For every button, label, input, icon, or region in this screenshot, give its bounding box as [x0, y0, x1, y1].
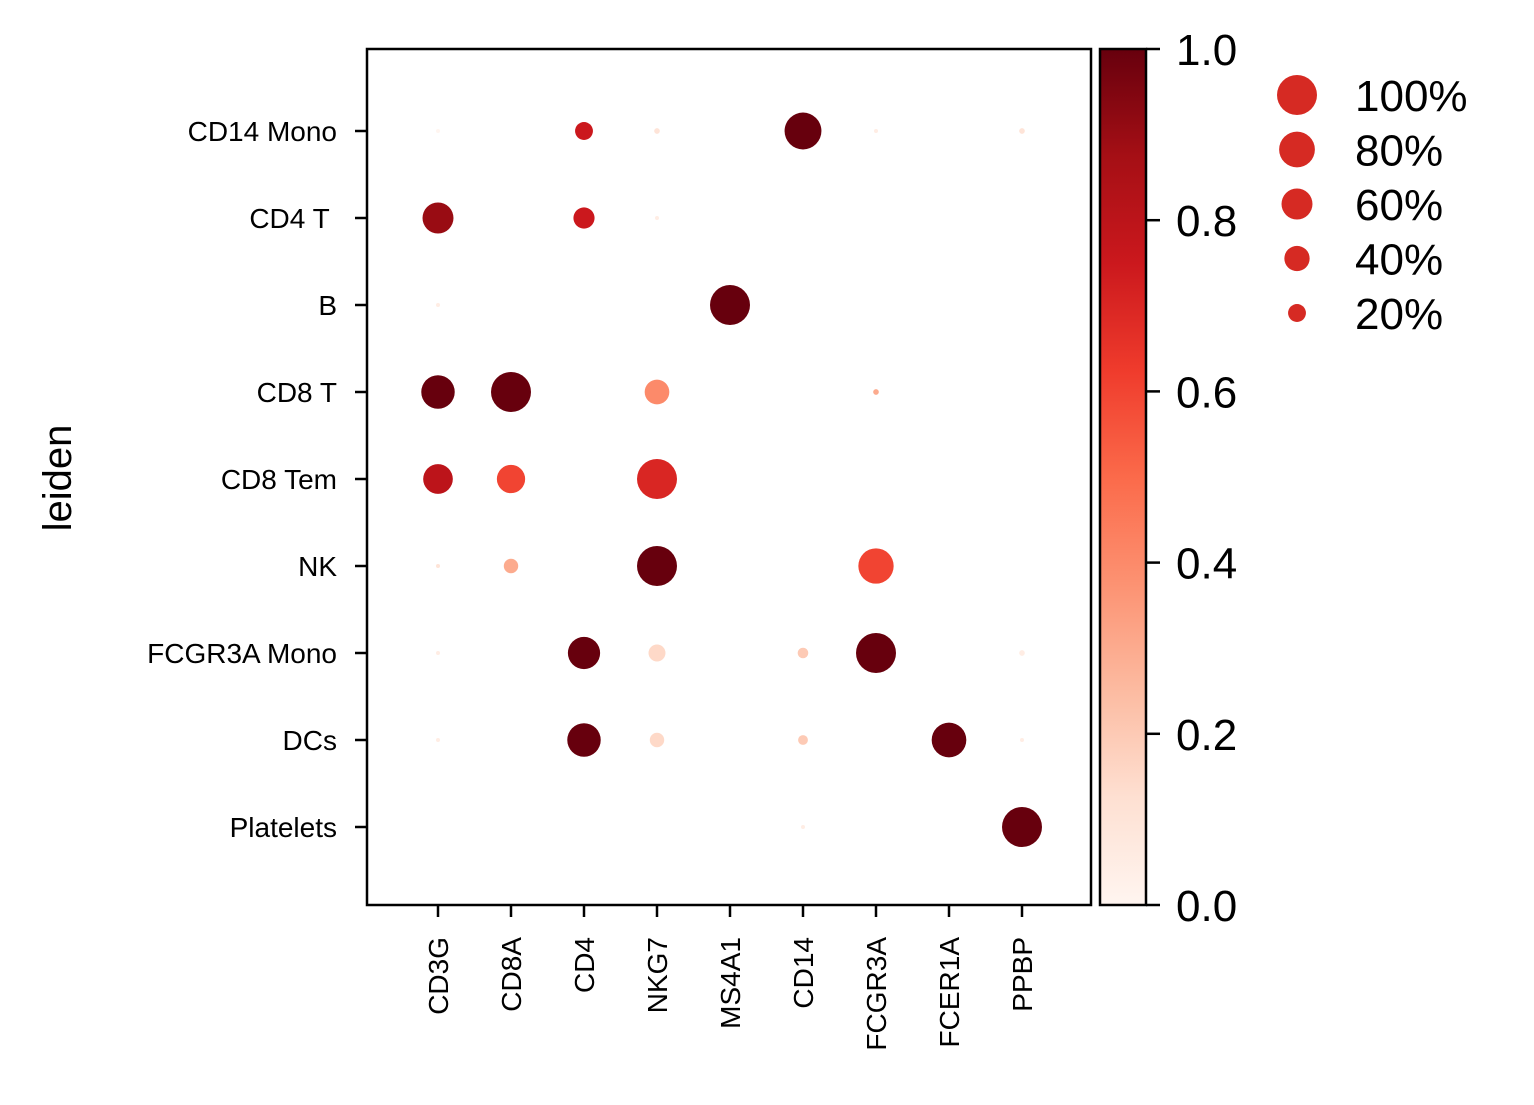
size-legend-label: 80% [1355, 127, 1443, 176]
dot-nkg7-cd8-tem [637, 459, 677, 499]
plot-frame [365, 47, 1093, 907]
dot-nkg7-cd4-t [655, 216, 659, 220]
plot-area [365, 47, 1093, 907]
size-legend-label: 20% [1355, 290, 1443, 339]
dot-cd3g-b [436, 303, 440, 307]
dot-cd14-fcgr3a-mono [797, 647, 809, 659]
colorbar-tick-label: 0.6 [1176, 368, 1237, 417]
dot-nkg7-fcgr3a-mono [648, 644, 666, 662]
dot-cd3g-fcgr3a-mono [436, 651, 440, 655]
x-tick-label: PPBP [1007, 937, 1038, 1012]
dot-nkg7-nk [637, 546, 677, 586]
y-tick-label: CD4 T [249, 203, 337, 234]
dot-cd14-platelets [801, 825, 805, 829]
dot-cd14-dcs [798, 735, 808, 745]
size-legend: 100% 80% 60% 40% 20% [1277, 72, 1468, 339]
y-tick-label: CD8 Tem [221, 464, 337, 495]
dot-cd4-cd4-t [573, 207, 595, 229]
size-legend-marker [1288, 304, 1306, 322]
colorbar-ticks: 0.0 0.2 0.4 0.6 0.8 1.0 [1146, 26, 1237, 931]
size-legend-label: 60% [1355, 181, 1443, 230]
y-axis: CD14 Mono CD4 T B CD8 T CD8 Tem NK FCGR3A Mon… [147, 116, 367, 843]
dot-ppbp-dcs [1020, 738, 1024, 742]
dot-nkg7-cd8-t [644, 379, 670, 405]
dot-fcgr3a-cd14-mono [874, 129, 878, 133]
colorbar-tick-label: 0.0 [1176, 882, 1237, 931]
dot-nkg7-dcs [649, 732, 665, 748]
dot-fcer1a-dcs [931, 722, 967, 758]
dot-ppbp-fcgr3a-mono [1019, 650, 1025, 656]
dot-cd3g-nk [436, 564, 440, 568]
dot-cd3g-dcs [436, 738, 440, 742]
y-tick-label: CD8 T [257, 377, 337, 408]
dot-cd3g-cd4-t [422, 202, 454, 234]
dot-cd8a-nk [503, 558, 519, 574]
dot-cd4-dcs [567, 723, 601, 757]
colorbar-tick-label: 0.4 [1176, 540, 1237, 589]
x-tick-label: FCER1A [934, 937, 965, 1048]
x-tick-label: CD3G [423, 937, 454, 1015]
size-legend-marker [1281, 188, 1313, 220]
y-tick-label: B [318, 290, 337, 321]
colorbar-gradient [1098, 47, 1148, 907]
y-tick-label: Platelets [230, 812, 337, 843]
size-legend-marker [1277, 75, 1317, 115]
x-axis: CD3G CD8A CD4 NKG7 MS4A1 CD14 FCGR3A FCER1A PPBP [423, 905, 1038, 1051]
colorbar-tick-label: 0.2 [1176, 711, 1237, 760]
size-legend-marker [1284, 245, 1310, 272]
y-axis-label: leiden [36, 425, 80, 532]
dot-fcgr3a-cd8-t [873, 389, 879, 395]
x-tick-label: CD4 [569, 937, 600, 993]
y-tick-label: CD14 Mono [188, 116, 337, 147]
y-tick-label: DCs [283, 725, 337, 756]
dot-fcgr3a-fcgr3a-mono [856, 633, 896, 673]
dot-ppbp-cd14-mono [1019, 128, 1025, 134]
size-legend-label: 40% [1355, 236, 1443, 285]
dot-cd8a-cd8-t [491, 372, 531, 412]
dot-fcgr3a-nk [858, 548, 894, 584]
dot-cd4-cd14-mono [575, 122, 593, 140]
x-tick-label: CD14 [788, 937, 819, 1009]
size-legend-label: 100% [1355, 72, 1468, 121]
dot-nkg7-cd14-mono [654, 128, 660, 134]
dot-cd3g-cd8-t [421, 375, 455, 409]
dot-ms4a1-b [710, 285, 750, 325]
colorbar: 0.0 0.2 0.4 0.6 0.8 1.0 [1098, 26, 1237, 931]
x-tick-label: MS4A1 [715, 937, 746, 1029]
colorbar-tick-label: 0.8 [1176, 197, 1237, 246]
dot-layer [421, 112, 1042, 847]
x-tick-label: NKG7 [642, 937, 673, 1013]
dot-cd4-fcgr3a-mono [567, 636, 601, 670]
x-tick-label: CD8A [496, 937, 527, 1012]
dot-cd3g-cd14-mono [436, 129, 440, 133]
dot-ppbp-platelets [1002, 807, 1042, 847]
x-tick-label: FCGR3A [861, 937, 892, 1051]
y-tick-label: FCGR3A Mono [147, 638, 337, 669]
size-legend-marker [1279, 131, 1315, 168]
dot-cd8a-cd8-tem [496, 464, 526, 494]
dot-cd14-cd14-mono [784, 112, 822, 150]
dot-cd3g-cd8-tem [423, 464, 453, 494]
colorbar-tick-label: 1.0 [1176, 26, 1237, 75]
y-tick-label: NK [298, 551, 337, 582]
